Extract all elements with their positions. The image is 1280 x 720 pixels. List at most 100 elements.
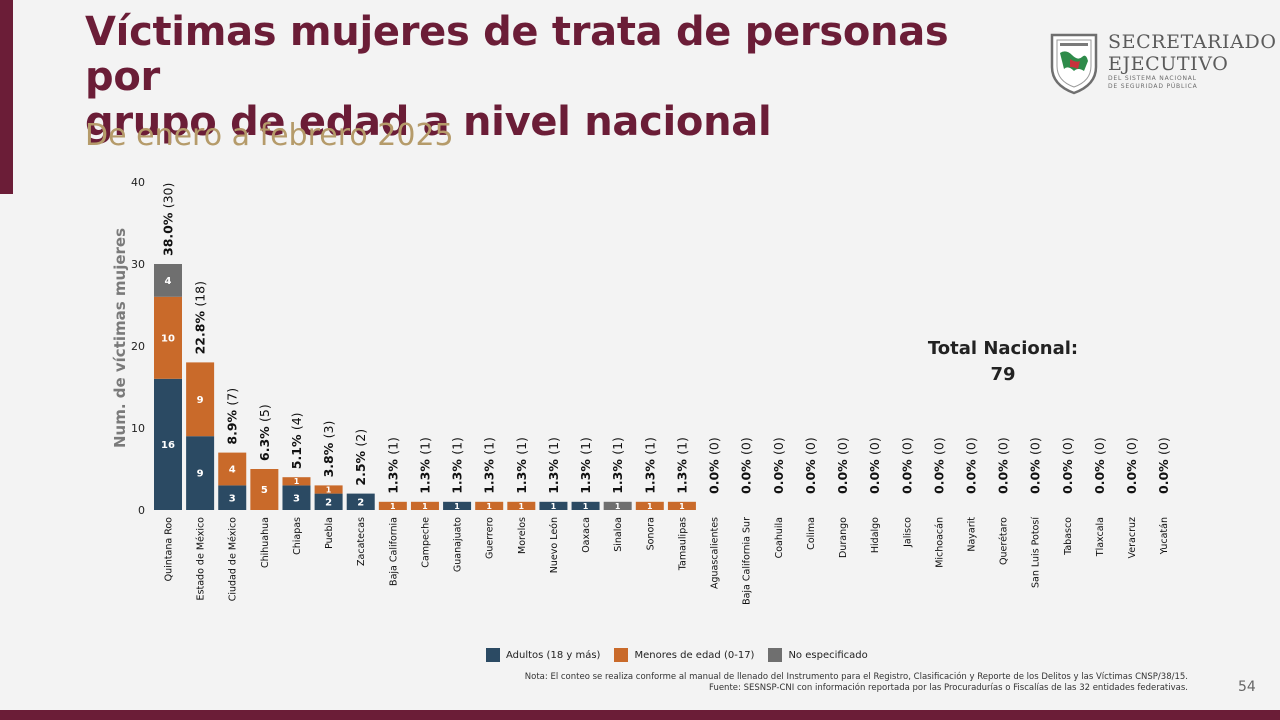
footnote: Nota: El conteo se realiza conforme al m…	[525, 672, 1188, 694]
bar-value-label: 4	[229, 465, 236, 476]
legend-label-unspecified: No especificado	[788, 649, 868, 661]
bar-total-label: 1.3% (1)	[385, 437, 400, 494]
category-label: Estado de México	[196, 517, 207, 601]
bar-segment	[154, 378, 182, 510]
legend-swatch-minors	[614, 648, 629, 662]
legend-label-minors: Menores de edad (0-17)	[634, 649, 755, 661]
bar-segment	[507, 501, 536, 510]
bar-value-label: 3	[229, 493, 236, 504]
bar-segment	[443, 501, 472, 510]
bar-total-label: 6.3% (5)	[257, 404, 272, 461]
national-emblem-shield-icon	[1050, 33, 1098, 95]
bar-segment	[539, 501, 568, 510]
bar-segment	[667, 501, 696, 510]
bottom-accent-band	[0, 710, 1280, 720]
y-tick-label: 40	[131, 176, 145, 189]
bar-segment	[475, 501, 504, 510]
bar-segment	[218, 485, 247, 510]
bar-segment	[154, 264, 182, 297]
category-label: Querétaro	[999, 517, 1010, 565]
legend-item-minors: Menores de edad (0-17)	[614, 648, 754, 662]
bar-value-label: 16	[161, 440, 175, 451]
bar-segment	[635, 501, 664, 510]
bar-total-label: 1.3% (1)	[546, 437, 561, 494]
category-label: Guanajuato	[453, 517, 464, 572]
category-label: Baja California	[388, 517, 399, 586]
bar-value-label: 1	[294, 477, 300, 486]
bar-value-label: 2	[357, 497, 364, 508]
bar-segment	[378, 501, 407, 510]
bar-total-label: 0.0% (0)	[1124, 437, 1139, 494]
bar-total-label: 0.0% (0)	[835, 437, 850, 494]
footnote-source: Fuente: SESNSP-CNI con información repor…	[709, 683, 1188, 693]
category-label: Oaxaca	[581, 517, 592, 553]
bar-total-label: 0.0% (0)	[1156, 437, 1171, 494]
category-label: Zacatecas	[356, 517, 367, 566]
bar-total-label: 3.8% (3)	[321, 421, 336, 478]
left-accent-bar	[0, 0, 13, 194]
bar-total-label: 22.8% (18)	[193, 281, 208, 354]
y-tick-label: 20	[131, 340, 145, 353]
bar-segment	[571, 501, 600, 510]
category-label: Morelos	[517, 517, 528, 554]
bar-total-label: 0.0% (0)	[739, 437, 754, 494]
category-label: Nayarit	[967, 517, 978, 552]
bar-total-label: 1.3% (1)	[578, 437, 593, 494]
page-title-line1: Víctimas mujeres de trata de personas po…	[85, 9, 949, 100]
category-label: San Luis Potosí	[1031, 517, 1042, 588]
bar-value-label: 1	[422, 502, 428, 511]
category-label: Sonora	[645, 517, 656, 550]
legend-label-adults: Adultos (18 y más)	[506, 649, 601, 661]
category-label: Hidalgo	[870, 517, 881, 553]
category-label: Aguascalientes	[710, 517, 721, 589]
bar-value-label: 4	[165, 276, 172, 287]
bar-value-label: 1	[615, 502, 621, 511]
category-label: Chihuahua	[260, 517, 271, 568]
footnote-note: Nota: El conteo se realiza conforme al m…	[524, 672, 1188, 682]
category-label: Veracruz	[1127, 517, 1138, 558]
bar-total-label: 8.9% (7)	[225, 388, 240, 445]
category-label: Colima	[806, 517, 817, 550]
category-label: Ciudad de México	[228, 517, 239, 601]
category-label: Tlaxcala	[1095, 517, 1106, 557]
bar-total-label: 1.3% (1)	[610, 437, 625, 494]
bar-value-label: 5	[261, 485, 268, 496]
category-label: Sinaloa	[613, 517, 624, 552]
y-tick-label: 30	[131, 258, 145, 271]
category-label: Tamaulipas	[677, 517, 688, 571]
y-axis-label: Num. de víctimas mujeres	[111, 228, 129, 448]
bar-value-label: 9	[197, 395, 204, 406]
legend-item-unspecified: No especificado	[768, 648, 868, 662]
logo-line2: EJECUTIVO	[1108, 53, 1229, 75]
category-label: Chiapas	[292, 517, 303, 555]
bar-segment	[186, 436, 215, 510]
bar-value-label: 1	[647, 502, 653, 511]
bar-value-label: 3	[293, 493, 300, 504]
category-label: Coahuila	[774, 517, 785, 558]
category-label: Campeche	[420, 517, 431, 568]
bar-total-label: 1.3% (1)	[642, 437, 657, 494]
total-nacional: Total Nacional: 79	[903, 338, 1103, 390]
bar-value-label: 1	[583, 502, 589, 511]
bar-segment	[250, 469, 279, 510]
bar-segment	[314, 493, 343, 510]
logo-line3: DEL SISTEMA NACIONAL	[1108, 75, 1197, 82]
bar-value-label: 1	[519, 502, 525, 511]
bar-value-label: 10	[161, 333, 175, 344]
chart-legend: Adultos (18 y más) Menores de edad (0-17…	[486, 648, 882, 662]
category-label: Quintana Roo	[164, 517, 175, 582]
bar-segment	[218, 452, 247, 486]
category-label: Guerrero	[485, 517, 496, 559]
bar-total-label: 0.0% (0)	[964, 437, 979, 494]
bar-segment	[282, 485, 311, 510]
legend-swatch-unspecified	[768, 648, 783, 662]
bar-total-label: 1.3% (1)	[514, 437, 529, 494]
bar-total-label: 38.0% (30)	[161, 183, 176, 256]
agency-logo: SECRETARIADO EJECUTIVO DEL SISTEMA NACIO…	[1048, 31, 1280, 97]
bar-segment	[282, 477, 311, 486]
bar-segment	[154, 296, 182, 379]
bar-total-label: 0.0% (0)	[867, 437, 882, 494]
bar-total-label: 0.0% (0)	[1060, 437, 1075, 494]
category-label: Tabasco	[1063, 517, 1074, 556]
